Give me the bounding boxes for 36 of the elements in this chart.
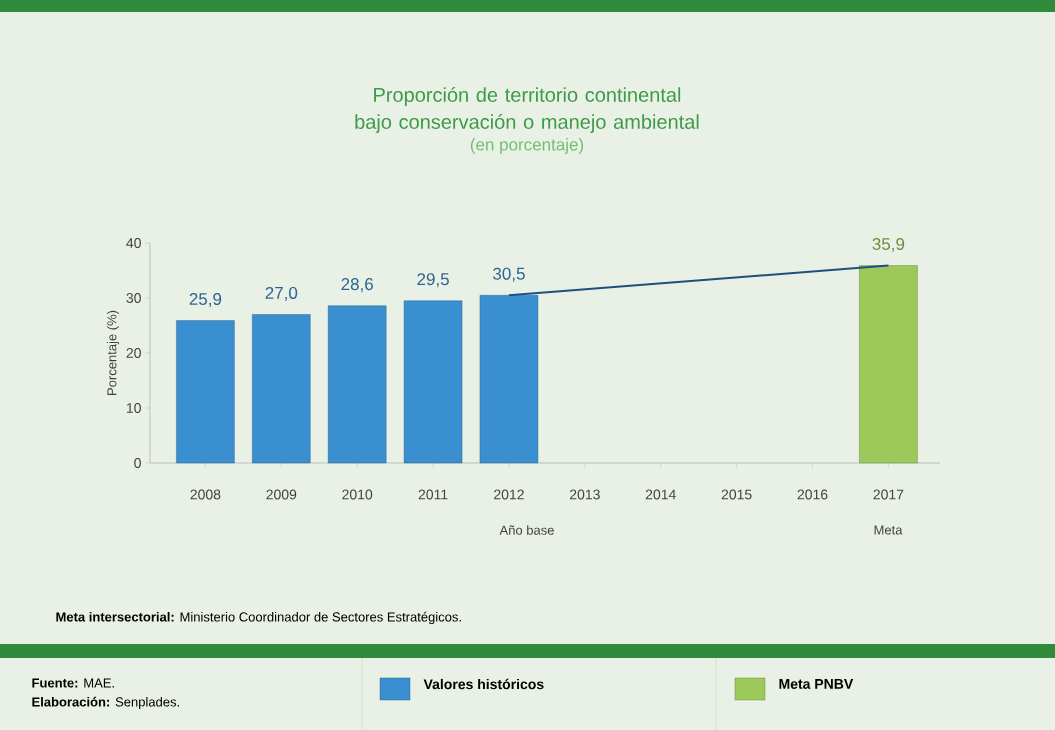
bar xyxy=(176,320,235,464)
y-tick-label: 10 xyxy=(126,402,141,413)
y-tick-label: 30 xyxy=(126,292,141,303)
chart-subtitle: (en porcentaje) xyxy=(470,137,584,154)
data-label: 28,6 xyxy=(341,278,373,293)
chart-title: Proporción de territorio continental bajo conservación o manejo ambiental xyxy=(355,86,699,133)
y-tick-label: 40 xyxy=(126,237,141,248)
x-tick-label: 2012 xyxy=(494,489,524,500)
x-tick-label: 2009 xyxy=(266,489,297,500)
data-label: 35,9 xyxy=(872,237,905,252)
x-tick-label: 2010 xyxy=(342,489,373,500)
x-tick-label: 2008 xyxy=(190,489,221,500)
bar xyxy=(252,314,311,464)
legend-label: Valores históricos xyxy=(423,678,544,690)
bar xyxy=(403,300,463,464)
bar xyxy=(859,265,918,464)
y-tick-label: 20 xyxy=(126,347,141,358)
data-label: 29,5 xyxy=(417,273,449,288)
x-tick-label: 2013 xyxy=(569,489,600,500)
x-tick-label: 2016 xyxy=(797,489,828,500)
y-tick-label: 0 xyxy=(134,457,141,468)
text: Meta xyxy=(874,525,903,535)
text: Año base xyxy=(499,525,554,535)
x-tick-label: 2011 xyxy=(418,489,448,500)
bar xyxy=(327,305,387,464)
data-label: 30,5 xyxy=(493,267,525,282)
data-label: 27,0 xyxy=(265,286,298,301)
x-tick-label: 2017 xyxy=(873,489,904,500)
legend-label: Meta PNBV xyxy=(779,679,854,689)
x-tick-label: 2015 xyxy=(721,489,752,500)
text: Elaboración: Senplades. xyxy=(32,696,179,710)
data-label: 25,9 xyxy=(189,292,222,307)
text: Meta intersectorial: Ministerio Coordinador de Sectores Estratégicos. xyxy=(56,611,461,625)
y-axis-title: Porcentaje (%) xyxy=(106,310,120,395)
text: Fuente: MAE. xyxy=(32,678,114,688)
x-tick-label: 2014 xyxy=(645,489,676,500)
